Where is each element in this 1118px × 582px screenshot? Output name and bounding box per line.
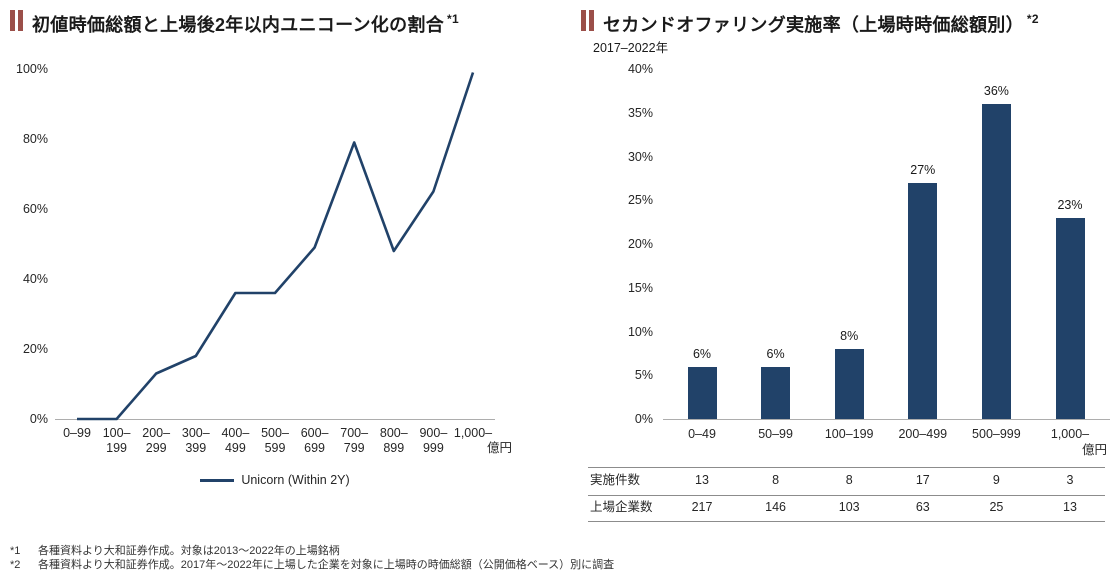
x-axis-unit-label: 億円 xyxy=(1081,443,1107,457)
x-axis-tick-label: 900– 999 xyxy=(419,426,448,455)
right-chart-title-text: セカンドオファリング実施率（上場時時価総額別） xyxy=(603,15,1024,35)
y-axis-tick-label: 0% xyxy=(634,412,653,426)
bar xyxy=(1055,217,1085,419)
footnotes: *1 各種資料より大和証券作成。対象は2013～2022年の上場銘柄 *2 各種… xyxy=(10,545,614,572)
y-axis-tick-label: 80% xyxy=(22,132,48,146)
x-axis-tick-label: 0–49 xyxy=(688,427,716,441)
y-axis-tick-label: 0% xyxy=(29,412,48,426)
y-axis-tick-label: 35% xyxy=(627,105,653,120)
x-axis-tick-label: 100–199 xyxy=(102,426,131,455)
table-cell: 13 xyxy=(1063,500,1077,514)
y-axis-tick-label: 60% xyxy=(22,202,48,216)
right-chart-subtitle: 2017–2022年 xyxy=(593,41,669,55)
x-axis-tick-label: 100–199 xyxy=(824,427,874,441)
legend: Unicorn (Within 2Y) xyxy=(55,473,495,487)
x-axis-tick-label: 300– 399 xyxy=(181,426,210,455)
x-axis-unit-label: 億円 xyxy=(486,441,512,455)
table-cell: 9 xyxy=(992,473,1000,487)
right-chart-title: セカンドオファリング実施率（上場時時価総額別） *2 xyxy=(581,8,1039,37)
y-axis-tick-label: 10% xyxy=(627,324,653,339)
table-cell: 8 xyxy=(772,473,780,487)
table-cell: 3 xyxy=(1066,473,1074,487)
footnote-1-text: 各種資料より大和証券作成。対象は2013～2022年の上場銘柄 xyxy=(38,545,340,557)
bar-value-label: 6% xyxy=(692,346,712,361)
y-axis-tick-label: 20% xyxy=(22,342,48,356)
footnote-2: *2 各種資料より大和証券作成。2017年～2022年に上場した企業を対象に上場… xyxy=(10,559,614,573)
table-cell: 17 xyxy=(915,473,930,487)
bar xyxy=(687,366,717,419)
x-axis-tick-label: 0–99 xyxy=(63,426,91,440)
footnote-2-marker: *2 xyxy=(10,558,21,571)
table-cell: 25 xyxy=(989,500,1004,514)
bar-value-label: 23% xyxy=(1057,197,1083,212)
x-axis-tick-label: 500–999 xyxy=(972,427,1021,441)
table-cell: 146 xyxy=(765,500,787,514)
table-cell: 13 xyxy=(695,473,709,487)
table-rule xyxy=(588,521,1105,522)
bar-value-label: 27% xyxy=(910,162,936,177)
left-chart-title: 初値時価総額と上場後2年以内ユニコーン化の割合 *1 xyxy=(10,8,459,37)
y-axis-tick-label: 5% xyxy=(634,368,653,383)
left-chart-footnote-ref: *1 xyxy=(447,12,459,26)
section-marker-icon xyxy=(581,10,594,31)
footnote-2-text: 各種資料より大和証券作成。2017年～2022年に上場した企業を対象に上場時の時… xyxy=(38,558,615,571)
y-axis-tick-label: 100% xyxy=(16,62,48,76)
bar xyxy=(908,182,938,419)
x-axis-tick-label: 1,000– xyxy=(453,426,493,440)
bar-value-label: 6% xyxy=(766,346,785,361)
right-chart-footnote-ref: *2 xyxy=(1026,12,1039,26)
y-axis-tick-label: 25% xyxy=(627,193,653,208)
y-axis-tick-label: 30% xyxy=(627,149,653,164)
x-axis-tick-label: 400– 499 xyxy=(221,426,250,455)
table-row-label: 上場企業数 xyxy=(590,500,653,514)
y-axis-tick-label: 20% xyxy=(627,237,653,251)
bar xyxy=(761,366,791,419)
table-row-label: 実施件数 xyxy=(590,473,641,487)
bar xyxy=(981,104,1011,419)
x-axis-tick-label: 600– 699 xyxy=(300,426,329,455)
x-axis-tick-label: 500– 599 xyxy=(261,426,289,455)
table-rule xyxy=(588,495,1105,496)
y-axis-tick-label: 40% xyxy=(627,62,653,76)
footnote-1-marker: *1 xyxy=(10,545,21,557)
legend-label: Unicorn (Within 2Y) xyxy=(241,473,350,487)
x-axis-line xyxy=(663,419,1110,420)
unicorn-line-series xyxy=(77,72,475,421)
bar-value-label: 36% xyxy=(983,84,1009,98)
x-axis-tick-label: 700– 799 xyxy=(340,426,369,455)
table-rule xyxy=(588,467,1105,468)
x-axis-tick-label: 1,000– xyxy=(1050,427,1090,441)
table-cell: 103 xyxy=(838,500,860,514)
y-axis-tick-label: 40% xyxy=(22,272,48,286)
table-cell: 217 xyxy=(691,500,713,514)
x-axis-tick-label: 50–99 xyxy=(758,427,793,441)
bar xyxy=(834,349,864,419)
table-cell: 8 xyxy=(845,473,853,487)
section-marker-icon xyxy=(10,10,23,31)
x-axis-line xyxy=(55,419,495,420)
x-axis-tick-label: 800– 899 xyxy=(379,426,408,455)
legend-line-swatch xyxy=(200,478,235,482)
x-axis-tick-label: 200–499 xyxy=(898,427,948,441)
table-cell: 63 xyxy=(915,500,930,514)
footnote-1: *1 各種資料より大和証券作成。対象は2013～2022年の上場銘柄 xyxy=(10,545,614,559)
left-chart-title-text: 初値時価総額と上場後2年以内ユニコーン化の割合 xyxy=(32,15,445,35)
y-axis-tick-label: 15% xyxy=(627,280,653,295)
bar-value-label: 8% xyxy=(840,329,859,343)
x-axis-tick-label: 200– 299 xyxy=(142,426,171,455)
